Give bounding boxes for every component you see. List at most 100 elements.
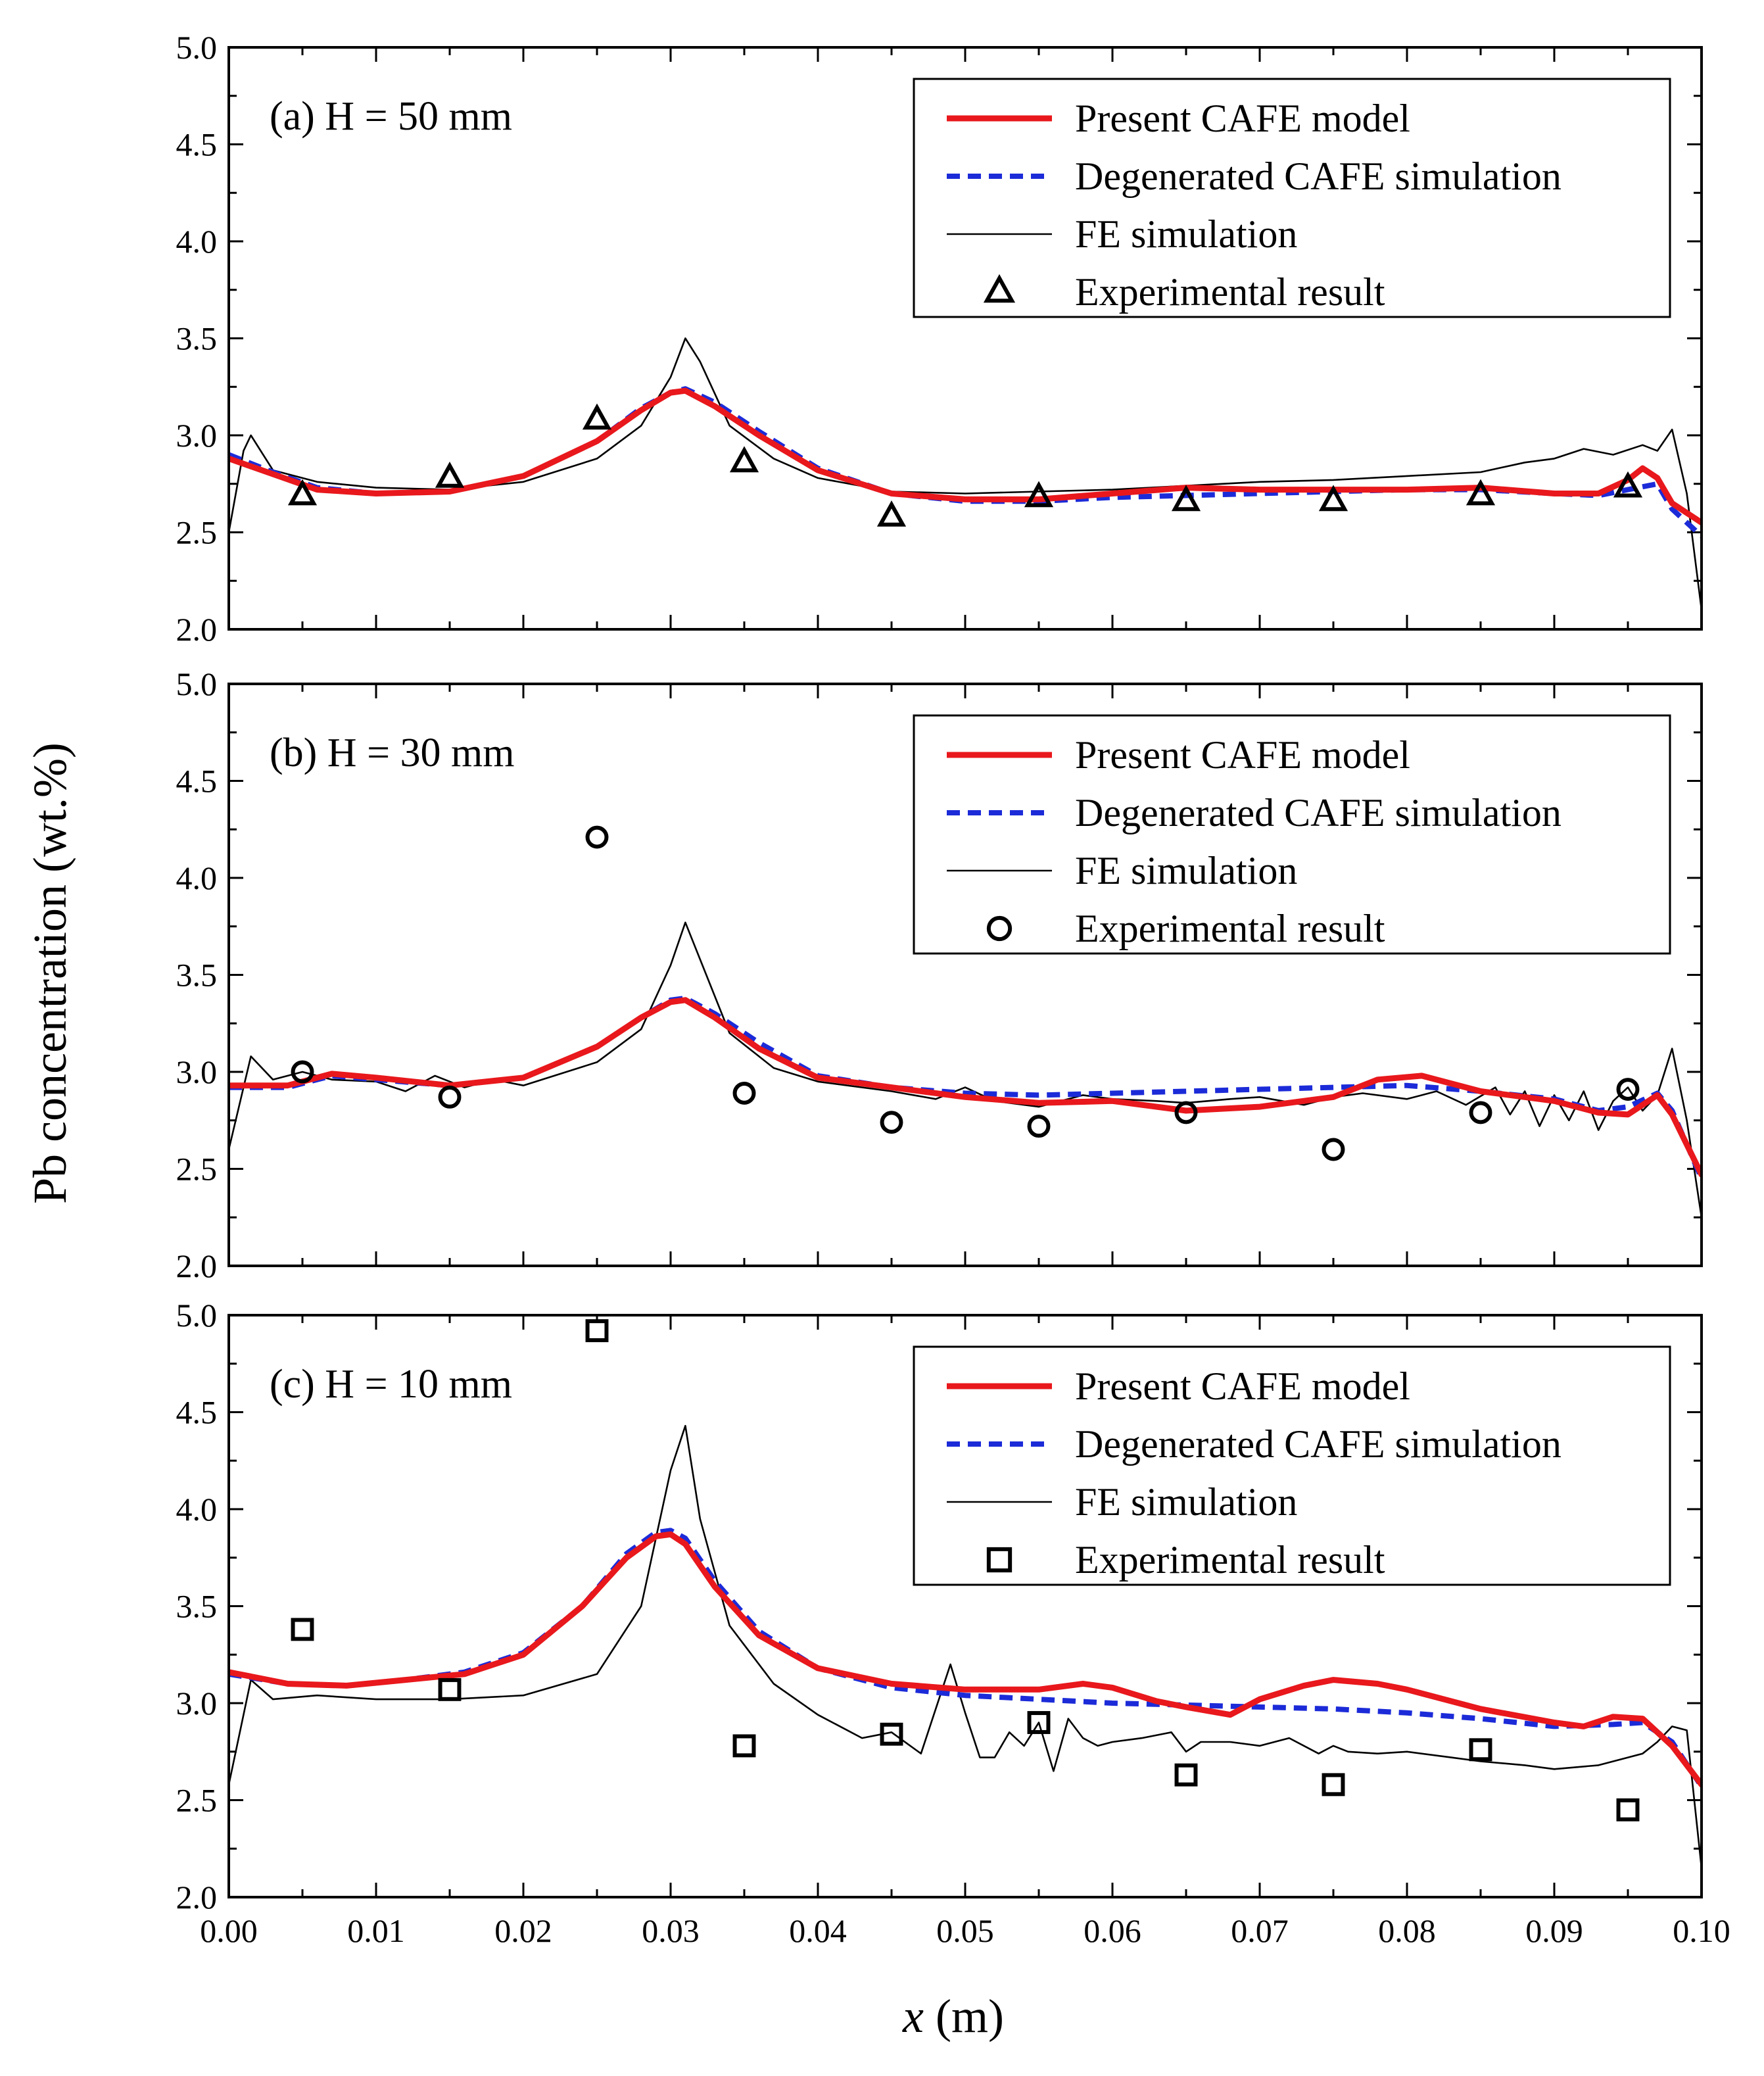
x-tick-label: 0.10 <box>1673 1912 1730 1949</box>
y-tick-label: 4.5 <box>176 126 218 163</box>
plot-frame <box>227 1314 1703 1898</box>
experimental-point <box>1616 1078 1640 1101</box>
legend-label: Experimental result <box>1075 270 1385 314</box>
legend: Present CAFE model Degenerated CAFE simul… <box>913 78 1671 318</box>
y-tick-label: 5.0 <box>176 29 218 66</box>
y-tick-label: 2.0 <box>176 1247 218 1284</box>
experimental-point <box>585 825 609 849</box>
experimental-point <box>1171 485 1201 512</box>
experimental-point <box>1469 1101 1492 1124</box>
experimental-point <box>1174 1763 1198 1787</box>
x-tick-label: 0.00 <box>200 1912 258 1949</box>
y-tick-label: 3.0 <box>176 1053 218 1090</box>
y-tick-label: 4.0 <box>176 1491 218 1528</box>
panels: 2.0 2.5 3.0 3.5 4.0 4.5 5.0 (a) H = 50 mm Presen… <box>176 29 1730 1949</box>
experimental-point <box>1469 1738 1492 1762</box>
legend-label: FE simulation <box>1075 1480 1297 1524</box>
experimental-point <box>582 403 612 430</box>
chart-panel-3: 2.0 2.5 3.0 3.5 4.0 4.5 5.0 0.00 0.01 0.02 0.03 0.0… <box>176 1297 1730 1949</box>
experimental-point <box>1322 1773 1345 1797</box>
y-tick-label: 2.0 <box>176 1879 218 1916</box>
experimental-point <box>291 1060 314 1084</box>
legend-label: Experimental result <box>1075 907 1385 950</box>
legend-marker <box>986 915 1013 942</box>
series-lines <box>229 1424 1702 1870</box>
y-tick-label: 4.5 <box>176 1394 218 1431</box>
experimental-point <box>732 1734 756 1758</box>
legend: Present CAFE model Degenerated CAFE simul… <box>913 1345 1671 1586</box>
y-tick-label: 3.5 <box>176 957 218 994</box>
experimental-point <box>438 1678 462 1701</box>
y-tick-label: 4.5 <box>176 763 218 800</box>
experimental-point <box>1027 1711 1051 1734</box>
plot-frame <box>227 683 1703 1267</box>
y-tick-label: 2.5 <box>176 1782 218 1819</box>
legend-label: Present CAFE model <box>1075 97 1410 140</box>
chart-panel-2: 2.0 2.5 3.0 3.5 4.0 4.5 5.0 (b) H = 30 mm Presen… <box>176 665 1703 1284</box>
y-tick-label: 2.5 <box>176 1151 218 1188</box>
legend-label: Experimental result <box>1075 1538 1385 1581</box>
experimental-point <box>1322 1138 1345 1161</box>
experimental-point <box>732 1082 756 1105</box>
x-tick-label: 0.02 <box>494 1912 552 1949</box>
legend-label: Degenerated CAFE simulation <box>1075 791 1561 834</box>
chart-panel-1: 2.0 2.5 3.0 3.5 4.0 4.5 5.0 (a) H = 50 mm Presen… <box>176 29 1703 648</box>
experimental-point <box>1616 1798 1640 1822</box>
legend-label: Degenerated CAFE simulation <box>1075 1422 1561 1466</box>
x-tick-label: 0.03 <box>642 1912 700 1949</box>
y-tick-label: 3.5 <box>176 1588 218 1625</box>
y-tick-label: 3.0 <box>176 1685 218 1722</box>
legend-label: Degenerated CAFE simulation <box>1075 155 1561 198</box>
series-line-present-cafe-model <box>229 387 1702 526</box>
x-axis-unit: (m) <box>924 1990 1004 2042</box>
legend-marker <box>983 274 1016 303</box>
experimental-point <box>1174 1101 1198 1124</box>
legend: Present CAFE model Degenerated CAFE simul… <box>913 714 1671 955</box>
x-tick-label: 0.09 <box>1525 1912 1583 1949</box>
experimental-point <box>880 1722 903 1746</box>
legend-label: Present CAFE model <box>1075 733 1410 777</box>
legend-label: FE simulation <box>1075 849 1297 892</box>
experimental-point <box>876 500 907 527</box>
experimental-point <box>1027 1115 1051 1138</box>
experimental-point <box>438 1085 462 1109</box>
experimental-point <box>435 462 465 488</box>
y-tick-label: 5.0 <box>176 1297 218 1334</box>
y-axis-title: Pb concentration (wt.%) <box>24 742 76 1204</box>
y-tick-label: 5.0 <box>176 665 218 702</box>
series-lines <box>229 921 1702 1219</box>
panel-label: (b) H = 30 mm <box>270 731 514 775</box>
y-tick-label: 2.5 <box>176 514 218 551</box>
series-line-fe-simulation <box>229 337 1702 611</box>
y-tick-label: 2.0 <box>176 611 218 648</box>
experimental-point <box>880 1111 903 1134</box>
legend-label: FE simulation <box>1075 212 1297 256</box>
x-tick-label: 0.04 <box>789 1912 847 1949</box>
series-line-fe-simulation <box>229 921 1702 1219</box>
series-line-fe-simulation <box>229 1424 1702 1870</box>
y-tick-label: 4.0 <box>176 859 218 896</box>
plot-frame <box>227 46 1703 631</box>
experimental-point <box>291 1618 314 1641</box>
experimental-point <box>1613 471 1643 498</box>
panel-label: (c) H = 10 mm <box>270 1362 512 1407</box>
legend-marker <box>986 1547 1013 1573</box>
legend-label: Present CAFE model <box>1075 1364 1410 1408</box>
x-tick-label: 0.06 <box>1084 1912 1141 1949</box>
x-axis-variable: x <box>902 1990 924 2042</box>
x-tick-label: 0.05 <box>936 1912 994 1949</box>
x-axis-title: x (m) <box>902 1990 1004 2042</box>
y-tick-label: 3.0 <box>176 417 218 454</box>
experimental-point <box>287 479 318 506</box>
x-tick-label: 0.07 <box>1231 1912 1289 1949</box>
panel-label: (a) H = 50 mm <box>270 94 512 139</box>
y-tick-label: 3.5 <box>176 320 218 357</box>
series-line-present-cafe-model <box>229 1531 1702 1788</box>
y-tick-label: 4.0 <box>176 223 218 260</box>
experimental-point <box>1024 481 1054 508</box>
x-tick-label: 0.08 <box>1378 1912 1436 1949</box>
series-lines <box>229 337 1702 611</box>
experimental-point <box>1466 479 1496 506</box>
experimental-point <box>1318 485 1348 512</box>
